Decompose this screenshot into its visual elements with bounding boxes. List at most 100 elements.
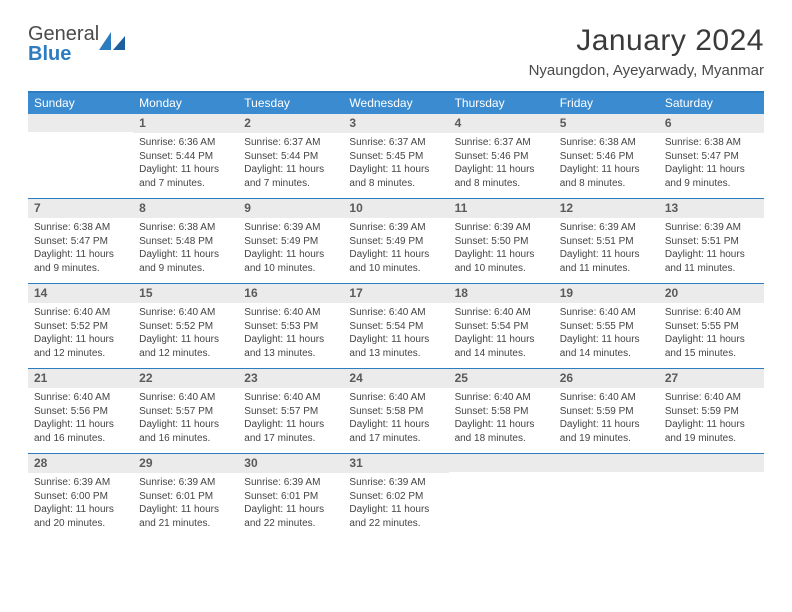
sunrise-text: Sunrise: 6:40 AM [665,391,758,405]
day-number: 3 [343,114,448,133]
day-number: 1 [133,114,238,133]
week-row: 1 Sunrise: 6:36 AMSunset: 5:44 PM Daylight… [28,114,764,198]
week-row: 14Sunrise: 6:40 AMSunset: 5:52 PMDayligh… [28,283,764,368]
day-number [28,114,133,132]
daylight-text: Daylight: 11 hours and 17 minutes. [349,418,442,445]
logo-part1: General [28,23,99,45]
day-body: Sunrise: 6:38 AMSunset: 5:47 PMDaylight:… [659,133,764,198]
day-cell: 3Sunrise: 6:37 AMSunset: 5:45 PMDaylight… [343,114,448,198]
day-cell: 8Sunrise: 6:38 AMSunset: 5:48 PMDaylight… [133,199,238,283]
daylight-text: Daylight: 11 hours and 8 minutes. [560,163,653,190]
day-number: 27 [659,369,764,388]
daylight-text: Daylight: 11 hours and 9 minutes. [139,248,232,275]
daylight-text: Daylight: 11 hours and 9 minutes. [665,163,758,190]
daylight-text: Daylight: 11 hours and 7 minutes. [244,163,337,190]
daylight-text: Daylight: 11 hours and 10 minutes. [455,248,548,275]
sunset-text: Sunset: 5:51 PM [560,235,653,249]
sunset-text: Sunset: 5:55 PM [665,320,758,334]
day-body: Sunrise: 6:40 AMSunset: 5:55 PMDaylight:… [554,303,659,368]
day-cell: 10Sunrise: 6:39 AMSunset: 5:49 PMDayligh… [343,199,448,283]
sunset-text: Sunset: 6:02 PM [349,490,442,504]
day-number: 15 [133,284,238,303]
title-block: January 2024 Nyaungdon, Ayeyarwady, Myan… [529,24,764,79]
day-cell: 12Sunrise: 6:39 AMSunset: 5:51 PMDayligh… [554,199,659,283]
day-cell: 25Sunrise: 6:40 AMSunset: 5:58 PMDayligh… [449,369,554,453]
sunrise-text: Sunrise: 6:40 AM [139,391,232,405]
day-number: 18 [449,284,554,303]
logo-text: General Blue [28,24,99,64]
day-body: Sunrise: 6:40 AMSunset: 5:52 PMDaylight:… [28,303,133,368]
sunset-text: Sunset: 5:55 PM [560,320,653,334]
sunset-text: Sunset: 5:53 PM [244,320,337,334]
day-number: 30 [238,454,343,473]
day-body: Sunrise: 6:39 AMSunset: 5:51 PMDaylight:… [554,218,659,283]
daylight-text: Daylight: 11 hours and 19 minutes. [560,418,653,445]
sunset-text: Sunset: 6:00 PM [34,490,127,504]
day-cell [554,454,659,538]
day-cell: 19Sunrise: 6:40 AMSunset: 5:55 PMDayligh… [554,284,659,368]
sunrise-text: Sunrise: 6:37 AM [349,136,442,150]
day-body [28,132,133,190]
daylight-text: Daylight: 11 hours and 14 minutes. [560,333,653,360]
logo: General Blue [28,24,125,64]
day-cell: 28Sunrise: 6:39 AMSunset: 6:00 PMDayligh… [28,454,133,538]
day-body: Sunrise: 6:40 AMSunset: 5:53 PMDaylight:… [238,303,343,368]
day-cell: 11Sunrise: 6:39 AMSunset: 5:50 PMDayligh… [449,199,554,283]
daylight-text: Daylight: 11 hours and 11 minutes. [665,248,758,275]
day-body: Sunrise: 6:40 AMSunset: 5:58 PMDaylight:… [449,388,554,453]
day-body: Sunrise: 6:40 AMSunset: 5:54 PMDaylight:… [343,303,448,368]
day-number: 14 [28,284,133,303]
day-cell: 7Sunrise: 6:38 AMSunset: 5:47 PMDaylight… [28,199,133,283]
day-number: 19 [554,284,659,303]
daylight-text: Daylight: 11 hours and 8 minutes. [349,163,442,190]
day-number: 8 [133,199,238,218]
sunrise-text: Sunrise: 6:40 AM [560,391,653,405]
day-cell: 4Sunrise: 6:37 AMSunset: 5:46 PMDaylight… [449,114,554,198]
day-number: 17 [343,284,448,303]
day-body: Sunrise: 6:39 AMSunset: 6:01 PMDaylight:… [238,473,343,538]
day-body: Sunrise: 6:40 AMSunset: 5:59 PMDaylight:… [554,388,659,453]
header: General Blue January 2024 Nyaungdon, Aye… [28,24,764,79]
day-body: Sunrise: 6:40 AMSunset: 5:59 PMDaylight:… [659,388,764,453]
sunset-text: Sunset: 5:47 PM [34,235,127,249]
day-body: Sunrise: 6:40 AMSunset: 5:52 PMDaylight:… [133,303,238,368]
sunrise-text: Sunrise: 6:40 AM [349,306,442,320]
day-cell: 13Sunrise: 6:39 AMSunset: 5:51 PMDayligh… [659,199,764,283]
sunrise-text: Sunrise: 6:37 AM [455,136,548,150]
sunset-text: Sunset: 5:47 PM [665,150,758,164]
day-body: Sunrise: 6:38 AMSunset: 5:46 PMDaylight:… [554,133,659,198]
sunrise-text: Sunrise: 6:38 AM [34,221,127,235]
daylight-text: Daylight: 11 hours and 14 minutes. [455,333,548,360]
sunset-text: Sunset: 6:01 PM [244,490,337,504]
week-row: 21Sunrise: 6:40 AMSunset: 5:56 PMDayligh… [28,368,764,453]
day-number: 23 [238,369,343,388]
day-body: Sunrise: 6:39 AMSunset: 5:49 PMDaylight:… [343,218,448,283]
dow-cell: Wednesday [343,93,448,114]
sail-icon [99,32,125,50]
sunset-text: Sunset: 5:44 PM [139,150,232,164]
daylight-text: Daylight: 11 hours and 21 minutes. [139,503,232,530]
sunset-text: Sunset: 5:48 PM [139,235,232,249]
sunrise-text: Sunrise: 6:39 AM [244,476,337,490]
day-cell: 5Sunrise: 6:38 AMSunset: 5:46 PMDaylight… [554,114,659,198]
day-cell [28,114,133,198]
day-cell: 17Sunrise: 6:40 AMSunset: 5:54 PMDayligh… [343,284,448,368]
day-number: 10 [343,199,448,218]
day-number: 9 [238,199,343,218]
week-row: 7Sunrise: 6:38 AMSunset: 5:47 PMDaylight… [28,198,764,283]
day-number [554,454,659,472]
day-body: Sunrise: 6:37 AMSunset: 5:45 PMDaylight:… [343,133,448,198]
sunset-text: Sunset: 5:58 PM [349,405,442,419]
day-body: Sunrise: 6:37 AMSunset: 5:44 PMDaylight:… [238,133,343,198]
sunset-text: Sunset: 5:59 PM [665,405,758,419]
daylight-text: Daylight: 11 hours and 10 minutes. [244,248,337,275]
sunrise-text: Sunrise: 6:40 AM [34,391,127,405]
sunset-text: Sunset: 5:49 PM [244,235,337,249]
sunset-text: Sunset: 5:52 PM [139,320,232,334]
day-cell: 2Sunrise: 6:37 AMSunset: 5:44 PMDaylight… [238,114,343,198]
day-cell: 20Sunrise: 6:40 AMSunset: 5:55 PMDayligh… [659,284,764,368]
sunrise-text: Sunrise: 6:37 AM [244,136,337,150]
daylight-text: Daylight: 11 hours and 8 minutes. [455,163,548,190]
sunrise-text: Sunrise: 6:36 AM [139,136,232,150]
day-body: Sunrise: 6:39 AMSunset: 5:51 PMDaylight:… [659,218,764,283]
